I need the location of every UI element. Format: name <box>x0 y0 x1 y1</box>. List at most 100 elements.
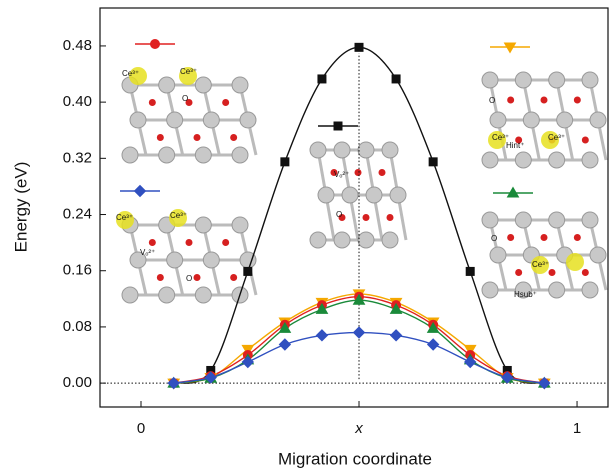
atom <box>481 151 499 169</box>
oxygen <box>330 169 338 176</box>
oxygen <box>230 134 238 141</box>
atom <box>548 281 566 299</box>
y-tick-label: 0.08 <box>63 318 92 335</box>
marker <box>280 157 290 167</box>
oxygen <box>362 214 370 221</box>
oxygen <box>230 274 238 281</box>
oxygen <box>338 214 346 221</box>
charge-density <box>179 67 197 85</box>
inset-structure <box>481 211 608 299</box>
annotation: Ce³⁺ <box>170 211 187 220</box>
atom <box>357 231 375 249</box>
atom <box>158 146 176 164</box>
annotation: Ce³⁺ <box>180 67 197 76</box>
oxygen <box>507 96 515 104</box>
annotation: Ce³⁺ <box>548 133 565 142</box>
atom <box>514 71 532 89</box>
annotation: Hsub⁺ <box>514 290 537 299</box>
atom <box>381 141 399 159</box>
marker <box>426 338 440 351</box>
oxygen <box>573 234 581 241</box>
atom <box>231 76 249 94</box>
atom <box>317 186 335 204</box>
oxygen <box>378 169 386 176</box>
oxygen <box>156 134 164 141</box>
atom <box>581 151 599 169</box>
charge-density <box>566 253 584 271</box>
x-tick-label: 1 <box>573 420 581 437</box>
marker <box>389 329 403 342</box>
legend-marker <box>506 186 520 198</box>
atom <box>556 111 574 129</box>
atom <box>389 186 407 204</box>
atom <box>194 216 212 234</box>
marker <box>243 266 253 276</box>
y-tick-label: 0.32 <box>63 149 92 166</box>
atom <box>129 111 147 129</box>
marker <box>538 376 551 390</box>
atom <box>166 251 184 269</box>
atom <box>231 146 249 164</box>
x-tick-label: x <box>354 420 363 437</box>
marker <box>465 266 475 276</box>
atom <box>309 231 327 249</box>
marker <box>204 371 217 384</box>
annotation: O <box>489 96 495 105</box>
legend-marker <box>503 42 517 54</box>
atom <box>357 141 375 159</box>
plot-frame <box>99 7 609 408</box>
y-tick-label: 0.00 <box>63 374 92 391</box>
oxygen <box>185 99 193 106</box>
atom <box>589 111 607 129</box>
atom <box>514 281 532 299</box>
oxygen <box>354 169 362 176</box>
atom <box>581 211 599 229</box>
atom <box>333 141 351 159</box>
marker <box>501 371 514 384</box>
atom <box>548 151 566 169</box>
inset-structure <box>116 209 258 304</box>
atom <box>202 251 220 269</box>
atom <box>581 71 599 89</box>
atom <box>239 111 257 129</box>
marker <box>352 326 366 339</box>
y-axis-label: Energy (eV) <box>11 162 30 253</box>
oxygen <box>548 269 556 276</box>
atom <box>481 211 499 229</box>
atom <box>548 71 566 89</box>
atom <box>231 216 249 234</box>
marker <box>464 355 477 369</box>
marker <box>317 74 327 84</box>
atom <box>309 141 327 159</box>
oxygen <box>185 239 193 246</box>
marker <box>315 329 329 342</box>
annotation: Ce³⁺ <box>532 260 549 269</box>
atom <box>202 111 220 129</box>
oxygen <box>193 274 201 281</box>
charge-density <box>129 67 147 85</box>
annotation: Vₒ²⁺ <box>140 248 155 257</box>
atom <box>166 111 184 129</box>
atom <box>121 146 139 164</box>
atom <box>489 246 507 264</box>
marker <box>278 338 292 351</box>
marker <box>241 355 255 369</box>
atom <box>158 76 176 94</box>
x-tick-label: 0 <box>137 420 145 437</box>
annotation: O <box>336 210 342 219</box>
atom <box>581 281 599 299</box>
atom <box>481 71 499 89</box>
annotation: Vₒ²⁺ <box>334 170 349 179</box>
charge-density <box>531 256 549 274</box>
annotation: Ce³⁺ <box>116 213 133 222</box>
annotation: O <box>491 234 497 243</box>
atom <box>194 146 212 164</box>
legend-marker <box>333 121 343 131</box>
atom <box>341 186 359 204</box>
oxygen <box>581 269 589 276</box>
charge-density <box>169 209 187 227</box>
y-tick-label: 0.40 <box>63 93 92 110</box>
legend-marker <box>133 184 147 198</box>
annotation: O <box>186 274 192 283</box>
